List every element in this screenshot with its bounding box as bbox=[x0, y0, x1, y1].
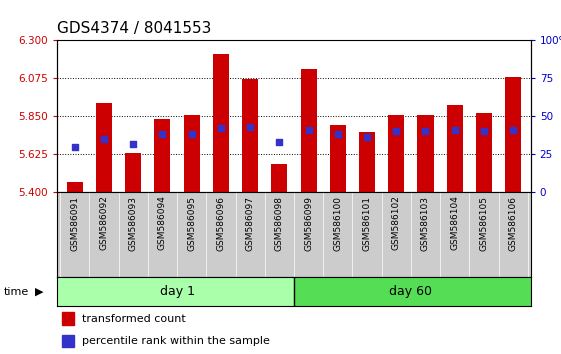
Text: GSM586092: GSM586092 bbox=[99, 196, 108, 251]
Text: day 1: day 1 bbox=[159, 285, 195, 298]
Point bbox=[128, 141, 137, 146]
Text: GSM586102: GSM586102 bbox=[392, 196, 401, 251]
Bar bbox=[330, 125, 346, 192]
Text: GSM586104: GSM586104 bbox=[450, 196, 459, 251]
Text: GSM586101: GSM586101 bbox=[362, 196, 371, 251]
Text: GSM586105: GSM586105 bbox=[480, 196, 489, 251]
Bar bbox=[476, 113, 492, 192]
Point bbox=[217, 125, 226, 131]
Text: GSM586094: GSM586094 bbox=[158, 196, 167, 251]
Point bbox=[480, 129, 489, 134]
Text: GSM586098: GSM586098 bbox=[275, 196, 284, 251]
Text: GSM586097: GSM586097 bbox=[246, 196, 255, 251]
Bar bbox=[242, 79, 258, 192]
Bar bbox=[96, 103, 112, 192]
Bar bbox=[183, 115, 200, 192]
Bar bbox=[417, 115, 434, 192]
Text: GSM586096: GSM586096 bbox=[217, 196, 226, 251]
Bar bbox=[213, 53, 229, 192]
Point bbox=[392, 129, 401, 134]
Point bbox=[246, 124, 255, 130]
Bar bbox=[62, 335, 74, 347]
Bar bbox=[154, 119, 171, 192]
Point bbox=[421, 129, 430, 134]
Text: GDS4374 / 8041553: GDS4374 / 8041553 bbox=[57, 22, 211, 36]
Point bbox=[333, 132, 342, 137]
Point bbox=[304, 127, 313, 133]
Text: GSM586099: GSM586099 bbox=[304, 196, 313, 251]
Text: time: time bbox=[4, 287, 29, 297]
Text: GSM586103: GSM586103 bbox=[421, 196, 430, 251]
Point bbox=[275, 139, 284, 145]
Point bbox=[450, 127, 459, 133]
Point bbox=[158, 132, 167, 137]
Text: transformed count: transformed count bbox=[82, 314, 186, 324]
Text: GSM586095: GSM586095 bbox=[187, 196, 196, 251]
Point bbox=[509, 127, 518, 133]
Point bbox=[362, 135, 371, 140]
Bar bbox=[294, 277, 531, 306]
Bar bbox=[125, 153, 141, 192]
Bar bbox=[505, 77, 521, 192]
Text: GSM586100: GSM586100 bbox=[333, 196, 342, 251]
Text: ▶: ▶ bbox=[35, 287, 43, 297]
Text: percentile rank within the sample: percentile rank within the sample bbox=[82, 336, 270, 346]
Point bbox=[187, 132, 196, 137]
Text: GSM586093: GSM586093 bbox=[128, 196, 137, 251]
Bar bbox=[62, 312, 74, 325]
Text: GSM586106: GSM586106 bbox=[509, 196, 518, 251]
Point bbox=[99, 136, 108, 142]
Bar bbox=[272, 164, 287, 192]
Bar bbox=[359, 132, 375, 192]
Bar bbox=[388, 115, 404, 192]
Text: GSM586091: GSM586091 bbox=[70, 196, 79, 251]
Text: day 60: day 60 bbox=[389, 285, 433, 298]
Point bbox=[70, 144, 79, 149]
Bar bbox=[447, 105, 463, 192]
Bar bbox=[67, 182, 83, 192]
Bar bbox=[301, 69, 316, 192]
